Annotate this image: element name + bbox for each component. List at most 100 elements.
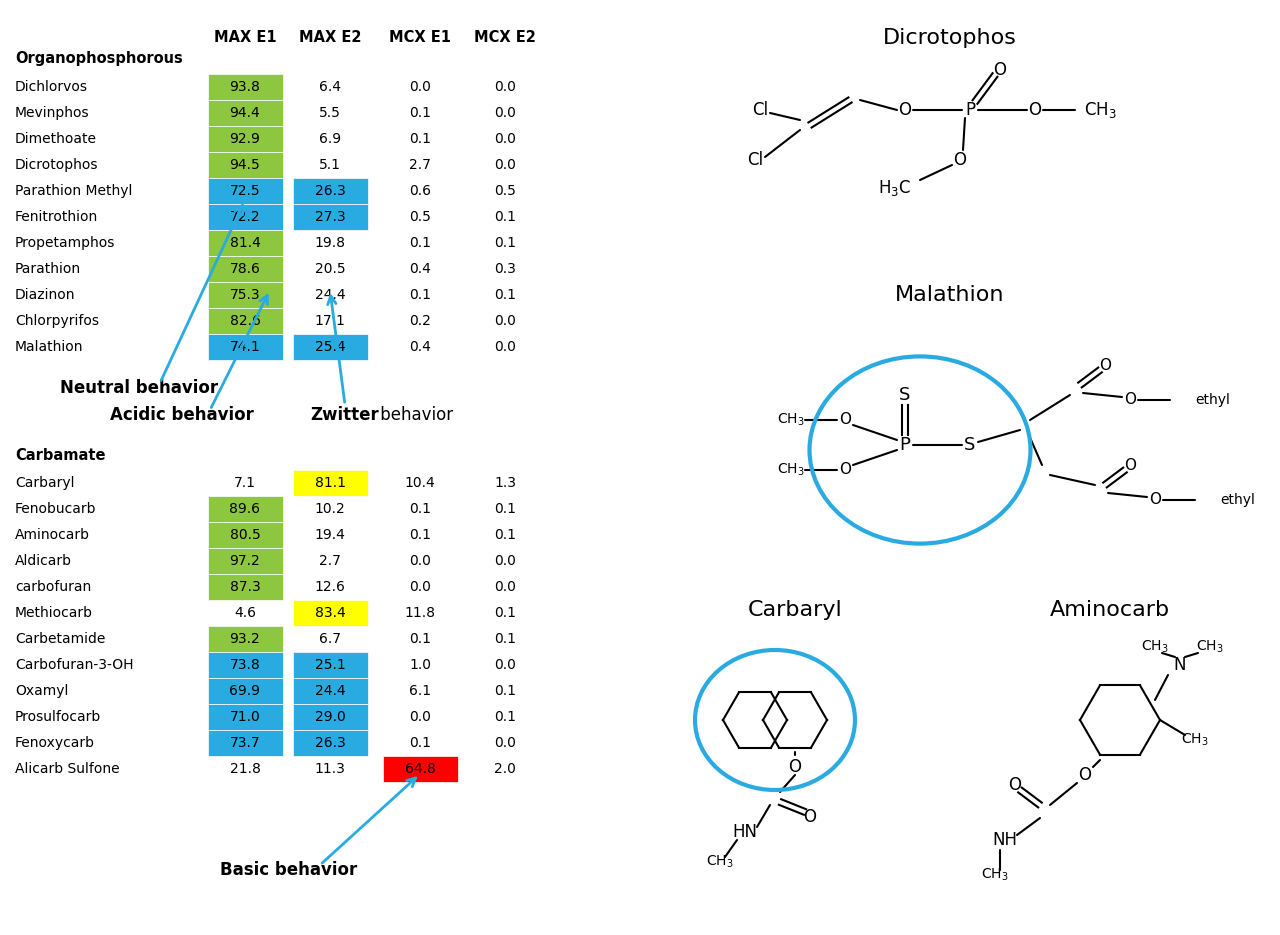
Text: 72.5: 72.5 (229, 184, 260, 198)
Text: 12.6: 12.6 (315, 580, 346, 594)
Text: O: O (788, 758, 801, 776)
Text: 6.7: 6.7 (319, 632, 340, 646)
Text: Dichlorvos: Dichlorvos (15, 80, 88, 94)
Text: S: S (964, 436, 975, 454)
Text: Carbetamide: Carbetamide (15, 632, 105, 646)
Text: 0.1: 0.1 (494, 210, 516, 224)
Text: Acidic behavior: Acidic behavior (110, 406, 253, 424)
Text: 0.1: 0.1 (494, 288, 516, 302)
Text: O: O (954, 151, 966, 169)
Text: Propetamphos: Propetamphos (15, 236, 115, 250)
Text: Fenitrothion: Fenitrothion (15, 210, 99, 224)
Bar (207, 574, 283, 600)
Text: Aldicarb: Aldicarb (15, 554, 72, 568)
Bar (293, 334, 367, 360)
Text: 81.1: 81.1 (315, 476, 346, 490)
Bar (207, 548, 283, 574)
Text: 94.5: 94.5 (229, 158, 260, 172)
Bar (207, 126, 283, 152)
Bar (207, 230, 283, 256)
Text: 0.1: 0.1 (410, 736, 431, 750)
Text: O: O (838, 412, 851, 427)
Text: 0.0: 0.0 (494, 580, 516, 594)
Text: Fenobucarb: Fenobucarb (15, 502, 96, 516)
Text: Prosulfocarb: Prosulfocarb (15, 710, 101, 724)
Text: 92.9: 92.9 (229, 132, 260, 146)
Text: Aminocarb: Aminocarb (15, 528, 90, 542)
Text: 1.0: 1.0 (410, 658, 431, 672)
Text: Mevinphos: Mevinphos (15, 106, 90, 120)
Text: 0.1: 0.1 (494, 684, 516, 698)
Text: 0.0: 0.0 (494, 658, 516, 672)
Text: 93.8: 93.8 (229, 80, 260, 94)
Bar (207, 152, 283, 178)
Bar (293, 730, 367, 756)
Text: Chlorpyrifos: Chlorpyrifos (15, 314, 99, 328)
Text: 0.0: 0.0 (410, 554, 431, 568)
Text: 0.1: 0.1 (410, 288, 431, 302)
Text: 0.4: 0.4 (410, 340, 431, 354)
Text: 0.1: 0.1 (494, 710, 516, 724)
Text: O: O (899, 101, 911, 119)
Text: P: P (965, 101, 975, 119)
Text: 64.8: 64.8 (404, 762, 435, 776)
Text: Neutral behavior: Neutral behavior (60, 379, 218, 397)
Text: 20.5: 20.5 (315, 262, 346, 276)
Text: Fenoxycarb: Fenoxycarb (15, 736, 95, 750)
Text: 17.1: 17.1 (315, 314, 346, 328)
Bar (207, 334, 283, 360)
Text: O: O (1100, 357, 1111, 372)
Text: Malathion: Malathion (15, 340, 83, 354)
Text: O: O (993, 61, 1006, 79)
Text: Organophosphorous: Organophosphorous (15, 50, 183, 65)
Text: 0.1: 0.1 (494, 236, 516, 250)
Text: 83.4: 83.4 (315, 606, 346, 620)
Text: 19.4: 19.4 (315, 528, 346, 542)
Text: 1.3: 1.3 (494, 476, 516, 490)
Text: MAX E2: MAX E2 (298, 31, 361, 46)
Text: Diazinon: Diazinon (15, 288, 76, 302)
Bar (207, 730, 283, 756)
Text: 2.7: 2.7 (410, 158, 431, 172)
Text: CH$_3$: CH$_3$ (1084, 100, 1116, 120)
Text: Carbaryl: Carbaryl (748, 600, 842, 620)
Text: Dicrotophos: Dicrotophos (883, 28, 1016, 48)
Text: 0.1: 0.1 (410, 528, 431, 542)
Text: 89.6: 89.6 (229, 502, 261, 516)
Bar (207, 678, 283, 704)
Text: Cl: Cl (751, 101, 768, 119)
Bar (383, 756, 457, 782)
Bar (293, 178, 367, 204)
Text: 94.4: 94.4 (229, 106, 260, 120)
Text: 0.1: 0.1 (494, 502, 516, 516)
Text: O: O (838, 463, 851, 478)
Bar (207, 522, 283, 548)
Text: S: S (900, 386, 910, 404)
Text: 0.1: 0.1 (410, 632, 431, 646)
Text: 73.7: 73.7 (229, 736, 260, 750)
Text: 2.0: 2.0 (494, 762, 516, 776)
Bar (207, 256, 283, 282)
Text: 2.7: 2.7 (319, 554, 340, 568)
Text: Parathion: Parathion (15, 262, 81, 276)
Text: 0.2: 0.2 (410, 314, 431, 328)
Text: MCX E2: MCX E2 (474, 31, 536, 46)
Text: CH$_3$: CH$_3$ (1142, 639, 1169, 655)
Text: O: O (1009, 776, 1021, 794)
Bar (207, 282, 283, 308)
Text: 93.2: 93.2 (229, 632, 260, 646)
Text: O: O (804, 808, 817, 826)
Text: CH$_3$: CH$_3$ (1197, 639, 1224, 655)
Text: CH$_3$: CH$_3$ (777, 411, 805, 428)
Text: CH$_3$: CH$_3$ (777, 462, 805, 478)
Text: 4.6: 4.6 (234, 606, 256, 620)
Text: 24.4: 24.4 (315, 288, 346, 302)
Text: carbofuran: carbofuran (15, 580, 91, 594)
Text: 97.2: 97.2 (229, 554, 260, 568)
Text: 0.1: 0.1 (410, 106, 431, 120)
Text: 6.1: 6.1 (408, 684, 431, 698)
Text: ethyl: ethyl (1220, 493, 1254, 507)
Text: 73.8: 73.8 (229, 658, 260, 672)
Text: Basic behavior: Basic behavior (220, 861, 357, 879)
Bar (207, 308, 283, 334)
